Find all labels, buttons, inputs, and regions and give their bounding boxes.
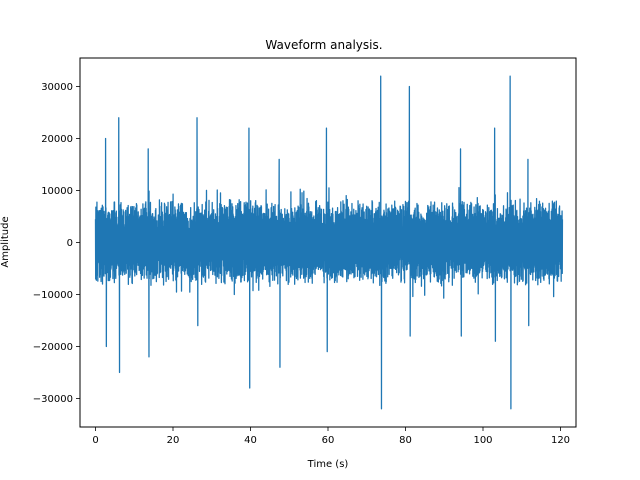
chart-title: Waveform analysis.	[265, 38, 382, 52]
x-tick-label: 100	[473, 435, 492, 446]
y-tick-label: −20000	[33, 342, 73, 353]
y-axis-ticks: −30000 −20000 −10000 0 10000 20000 30000	[33, 82, 80, 405]
x-tick-label: 40	[244, 435, 257, 446]
y-tick-label: 0	[67, 238, 73, 249]
y-tick-label: 10000	[41, 186, 73, 197]
y-tick-label: −30000	[33, 394, 73, 405]
x-tick-label: 20	[167, 435, 180, 446]
y-axis-label: Amplitude	[0, 216, 11, 267]
y-tick-label: 30000	[41, 82, 73, 93]
y-tick-label: 20000	[41, 134, 73, 145]
waveform-series-line	[94, 75, 564, 410]
x-tick-label: 120	[551, 435, 570, 446]
x-tick-label: 60	[322, 435, 335, 446]
x-tick-label: 0	[92, 435, 98, 446]
x-axis-ticks: 0 20 40 60 80 100 120	[92, 427, 570, 446]
x-tick-label: 80	[399, 435, 412, 446]
plot-area	[94, 75, 564, 410]
x-axis-label: Time (s)	[307, 459, 349, 470]
y-tick-label: −10000	[33, 290, 73, 301]
